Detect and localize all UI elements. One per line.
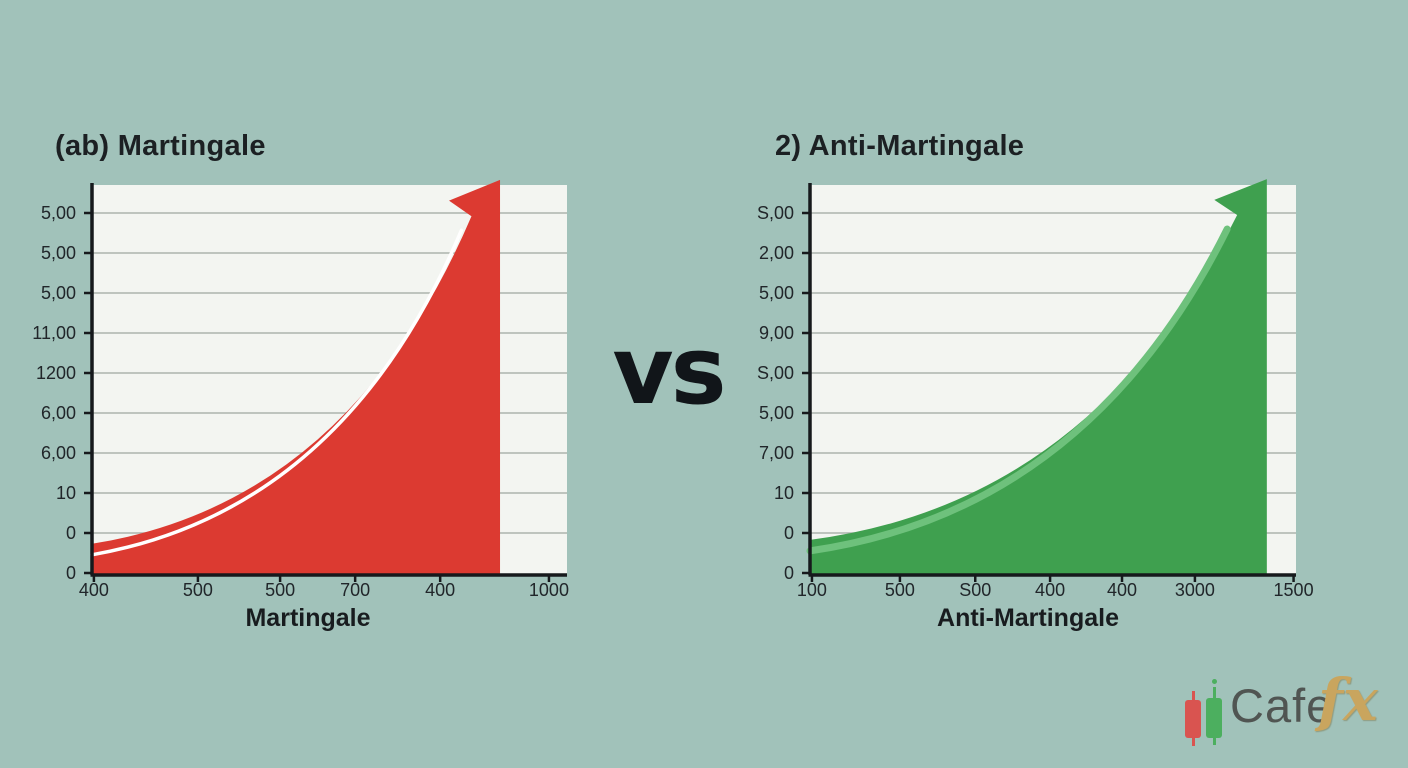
x-tick-label: 700: [340, 580, 371, 600]
y-tick-label: 0: [65, 523, 76, 543]
anti-martingale-x-axis-labels: 100 500 S00 400 400 3000 1500: [797, 580, 1314, 606]
area-with-arrow: [810, 179, 1267, 575]
y-tick-label: 0: [65, 563, 76, 583]
cafefx-logo: Cafe fx: [1172, 666, 1404, 756]
anti-martingale-x-axis-title: Anti-Martingale: [937, 604, 1119, 632]
anti-martingale-chart-title: 2) Anti-Martingale: [775, 130, 1025, 162]
anti-martingale-plot-area: [802, 179, 1296, 582]
vs-label: vs: [612, 317, 726, 426]
y-tick-label: 10: [773, 483, 794, 503]
y-tick-label: 6,00: [40, 403, 76, 423]
x-tick-label: 100: [796, 580, 827, 600]
y-tick-label: 5,00: [758, 403, 794, 423]
x-tick-label: 500: [265, 580, 296, 600]
logo-text: Cafe: [1230, 679, 1334, 732]
anti-martingale-y-axis-labels: S,00 2,00 5,00 9,00 S,00 5,00 7,00 10 0 0: [710, 185, 802, 583]
edge-highlight-line: [90, 228, 464, 557]
x-tick-label: 1500: [1273, 580, 1314, 600]
martingale-y-axis-labels: 5,00 5,00 5,00 11,00 1200 6,00 6,00 10 0 0: [0, 185, 84, 583]
y-tick-label: 11,00: [32, 323, 76, 343]
x-tick-label: 400: [425, 580, 456, 600]
candlestick-down-icon: [1184, 672, 1204, 752]
x-tick-label: 500: [182, 580, 213, 600]
y-tick-label: 0: [783, 563, 794, 583]
edge-highlight-line: [806, 225, 1231, 555]
candlestick-up-icon: [1205, 672, 1225, 752]
x-tick-label: 400: [1035, 580, 1066, 600]
x-tick-label: 400: [78, 580, 109, 600]
y-tick-label: 6,00: [40, 443, 76, 463]
x-tick-label: 1000: [528, 580, 569, 600]
y-tick-label: 5,00: [40, 203, 76, 223]
martingale-chart-title: (ab) Martingale: [55, 130, 266, 162]
y-tick-label: 5,00: [758, 283, 794, 303]
x-tick-label: 3000: [1174, 580, 1215, 600]
y-tick-label: 2,00: [758, 243, 794, 263]
logo-accent-text: fx: [1318, 666, 1378, 734]
y-tick-label: 7,00: [758, 443, 794, 463]
y-tick-label: 5,00: [40, 243, 76, 263]
x-tick-label: S00: [959, 580, 992, 600]
y-tick-label: 0: [783, 523, 794, 543]
y-tick-label: S,00: [756, 203, 794, 223]
y-tick-label: 9,00: [758, 323, 794, 343]
area-with-arrow: [92, 179, 501, 575]
martingale-x-axis-labels: 400 500 500 700 400 1000: [79, 580, 569, 606]
x-tick-label: 500: [884, 580, 915, 600]
y-tick-label: S,00: [756, 363, 794, 383]
y-tick-label: 5,00: [40, 283, 76, 303]
y-tick-label: 1200: [35, 363, 76, 383]
martingale-plot-area: [84, 179, 567, 582]
x-tick-label: 400: [1106, 580, 1138, 600]
martingale-x-axis-title: Martingale: [245, 604, 371, 632]
y-tick-label: 10: [55, 483, 76, 503]
